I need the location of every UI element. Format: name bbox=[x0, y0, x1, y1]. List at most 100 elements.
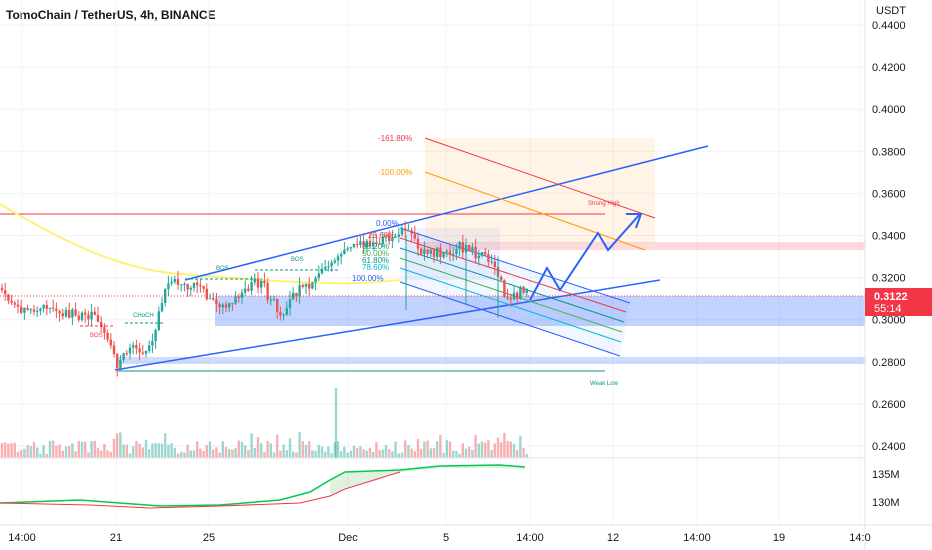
volume-ticks: 135M 130M bbox=[872, 469, 900, 509]
candle-body bbox=[71, 309, 74, 318]
volume-bar bbox=[260, 443, 263, 458]
candle-body bbox=[231, 303, 234, 305]
candle-body bbox=[90, 311, 93, 320]
volume-bar bbox=[157, 443, 160, 458]
candle-body bbox=[186, 283, 189, 290]
time-ticks[interactable]: 14:00 21 25 Dec 5 14:00 12 14:00 19 14:0 bbox=[8, 532, 870, 544]
candle-body bbox=[208, 298, 212, 300]
volume-bar bbox=[167, 444, 170, 458]
volume-bar bbox=[391, 451, 394, 458]
candle-body bbox=[13, 302, 16, 305]
price-tick-label: 0.3000 bbox=[872, 315, 906, 327]
candle-body bbox=[157, 311, 160, 330]
price-tick-label: 0.2400 bbox=[872, 441, 906, 453]
candle-body bbox=[375, 242, 378, 244]
candle-body bbox=[445, 250, 448, 252]
candle-body bbox=[516, 292, 519, 299]
candle-body bbox=[282, 314, 285, 316]
candle-body bbox=[61, 313, 64, 317]
demand-zone bbox=[215, 296, 865, 326]
volume-bar bbox=[16, 451, 20, 458]
time-tick-label: 14:00 bbox=[516, 532, 544, 544]
volume-bar bbox=[199, 448, 202, 458]
volume-bar bbox=[132, 446, 135, 458]
volume-bar bbox=[29, 446, 32, 458]
volume-bar bbox=[58, 444, 61, 458]
volume-bar bbox=[439, 434, 442, 458]
volume-bar bbox=[180, 451, 183, 458]
fib-labels: 0.00% 23.60% 38.20%50.00%61.80%78.60% 100.0… bbox=[352, 219, 399, 283]
candle-body bbox=[29, 309, 32, 311]
grid bbox=[0, 0, 865, 525]
volume-bar bbox=[413, 451, 416, 458]
candle-body bbox=[125, 353, 128, 355]
volume-bar bbox=[416, 438, 420, 458]
time-tick-label: 19 bbox=[773, 532, 785, 544]
candle-body bbox=[365, 240, 368, 247]
candle-body bbox=[52, 307, 55, 309]
candle-body bbox=[314, 277, 317, 283]
volume-bar bbox=[96, 447, 100, 458]
candle-body bbox=[269, 299, 272, 301]
volume-bar bbox=[512, 443, 516, 458]
volume-bar bbox=[304, 444, 308, 458]
candle-body bbox=[503, 280, 506, 297]
price-tick-label: 0.4200 bbox=[872, 62, 906, 74]
candle-body bbox=[100, 321, 103, 328]
volume-bar bbox=[48, 440, 52, 458]
volume-bar bbox=[87, 452, 90, 458]
volume-bar bbox=[93, 440, 96, 458]
candle-body bbox=[189, 287, 192, 290]
volume-bar bbox=[464, 448, 468, 458]
volume-bar bbox=[205, 445, 208, 458]
annotation-label: Weak Low bbox=[590, 381, 619, 387]
volume-bar bbox=[71, 443, 74, 458]
candle-body bbox=[74, 309, 77, 316]
volume-bar bbox=[269, 443, 272, 458]
annotations: BOS CHoCH BOS BOS Strong High Weak Low bbox=[80, 201, 620, 387]
candle-body bbox=[397, 234, 400, 237]
volume-bar bbox=[84, 441, 87, 458]
price-ticks[interactable]: 0.4400 0.4200 0.4000 0.3800 0.3600 0.3400 0.32… bbox=[872, 20, 906, 453]
volume-bar bbox=[333, 442, 336, 458]
candle-body bbox=[42, 304, 45, 309]
volume-bar bbox=[39, 453, 42, 458]
volume-bar bbox=[429, 448, 432, 458]
volume-bar bbox=[471, 449, 474, 458]
candle-body bbox=[301, 285, 304, 287]
volume-bar bbox=[308, 441, 311, 458]
annotation-label: BOS bbox=[216, 266, 229, 272]
candle-body bbox=[487, 254, 490, 262]
volume-bar bbox=[202, 451, 205, 458]
candle-body bbox=[346, 248, 349, 250]
candle-body bbox=[388, 235, 391, 241]
fib-extension-box bbox=[425, 138, 655, 243]
volume-bar bbox=[330, 453, 333, 458]
volume-bar bbox=[138, 443, 141, 458]
candle-body bbox=[132, 345, 135, 348]
fib-ext-161 bbox=[424, 137, 656, 219]
candle-body bbox=[381, 236, 384, 245]
candle-body bbox=[20, 306, 23, 313]
candle-body bbox=[80, 312, 84, 320]
candle-body bbox=[119, 359, 122, 369]
annotation-label: Strong High bbox=[588, 201, 620, 207]
volume-bar bbox=[106, 450, 109, 458]
volume-bar bbox=[148, 449, 151, 458]
volume-bar bbox=[496, 437, 500, 458]
volume-bar bbox=[288, 438, 292, 458]
fib-ext-100 bbox=[424, 171, 646, 251]
candle-body bbox=[426, 249, 429, 254]
candle-body bbox=[292, 292, 295, 300]
candle-body bbox=[103, 327, 106, 333]
candle-body bbox=[506, 296, 509, 299]
candle-body bbox=[343, 249, 346, 255]
candle-body bbox=[391, 237, 394, 241]
volume-bar bbox=[240, 441, 244, 458]
volume-bar bbox=[228, 449, 231, 458]
volume-bar bbox=[359, 446, 362, 458]
candle-body bbox=[122, 353, 125, 360]
candle-body bbox=[474, 247, 477, 259]
volume-bar bbox=[125, 444, 128, 458]
